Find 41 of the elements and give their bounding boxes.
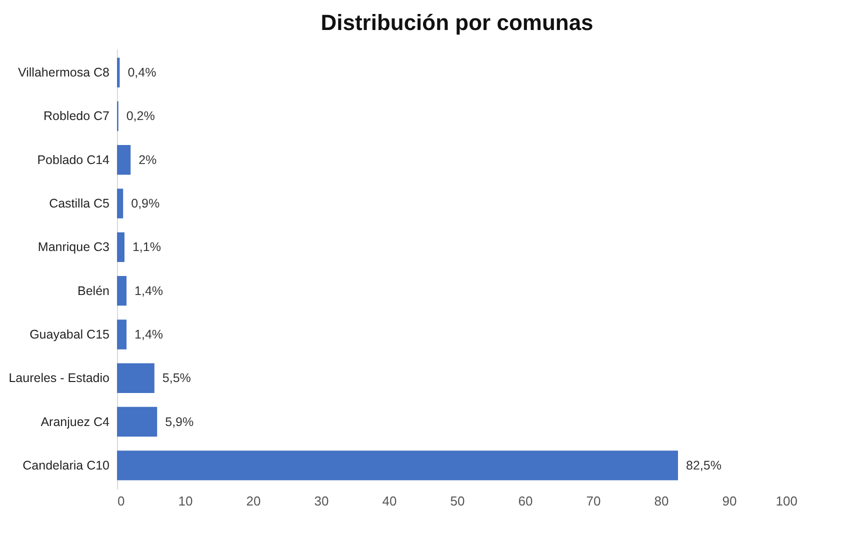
bar [117,188,124,218]
data-label: 0,4% [128,66,156,80]
x-tick-label: 40 [382,494,397,508]
x-tick-label: 60 [518,494,533,508]
x-tick-label: 10 [178,494,193,508]
bar [117,320,127,350]
y-tick-label: Belén [78,284,110,298]
data-label: 1,4% [134,284,164,298]
x-tick-label: 50 [450,494,465,508]
y-tick-label: Robledo C7 [43,109,110,124]
data-label: 5,9% [165,414,194,429]
x-tick-label: 70 [586,494,601,508]
data-label: 0,9% [131,196,160,211]
y-tick-label: Castilla C5 [49,196,110,211]
bar [117,58,120,88]
bar [117,232,124,262]
y-tick-label: Villahermosa C8 [18,66,110,80]
x-tick-label: 20 [246,494,261,508]
x-tick-label: 0 [118,494,125,508]
bar [117,145,131,175]
x-tick-label: 80 [654,494,669,508]
y-tick-label: Aranjuez C4 [40,414,110,429]
y-tick-label: Manrique C3 [38,240,110,254]
data-label: 1,1% [132,240,161,254]
y-tick-label: Poblado C14 [37,152,110,167]
bar [117,276,127,306]
chart-title: Distribución por comunas [320,10,594,35]
bar [117,450,678,480]
x-tick-label: 90 [722,494,737,508]
data-label: 2% [138,152,157,167]
data-label: 1,4% [134,327,164,342]
y-tick-label: Laureles - Estadio [8,371,110,386]
y-tick-label: Candelaria C10 [22,458,110,472]
x-tick-label: 100 [776,494,798,508]
y-tick-label: Guayabal C15 [30,327,110,342]
data-label: 0,2% [126,109,155,124]
bar [117,406,158,437]
bar [117,363,154,393]
data-label: 5,5% [162,371,191,386]
data-label: 82,5% [686,458,722,472]
x-tick-label: 30 [314,494,329,508]
